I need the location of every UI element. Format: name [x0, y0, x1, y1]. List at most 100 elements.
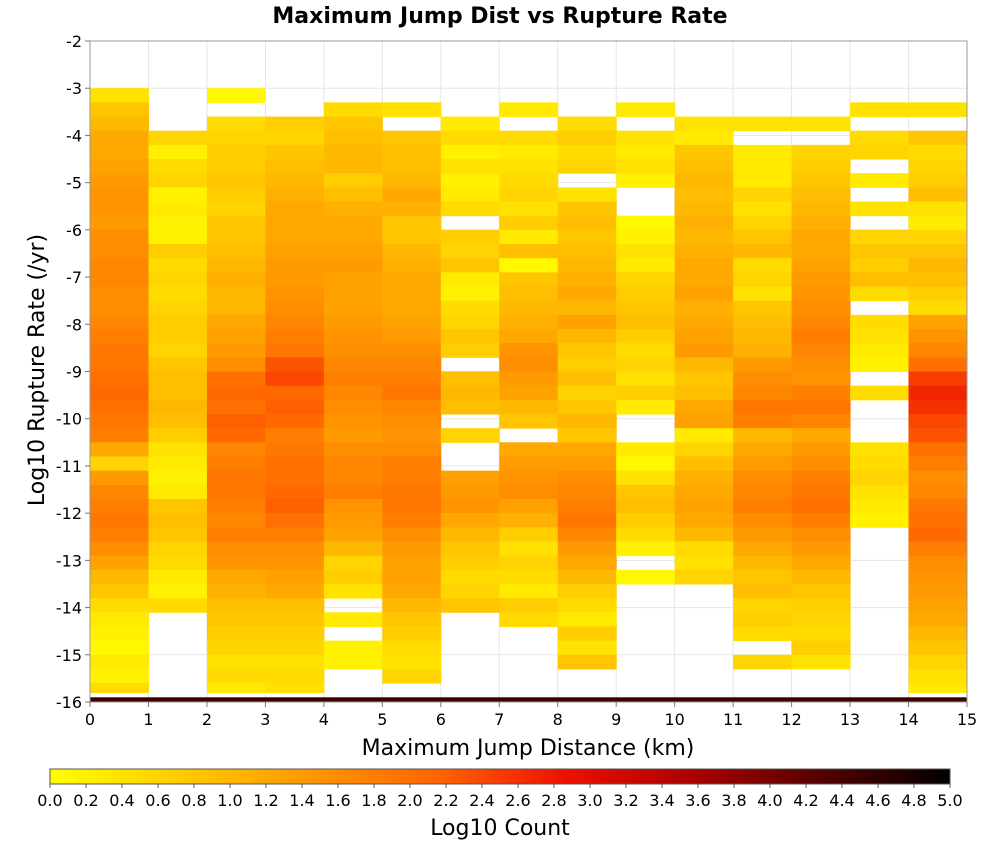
colorbar-tick-label: 1.8 [361, 791, 386, 810]
heatmap-cell [850, 442, 910, 457]
heatmap-cell [440, 187, 500, 203]
heatmap-cell [206, 314, 266, 330]
heatmap-cell [499, 413, 559, 429]
heatmap-cell [733, 513, 793, 528]
heatmap-cell [850, 470, 910, 486]
heatmap-cell [674, 541, 734, 557]
heatmap-cell [382, 583, 442, 599]
colorbar-tick-label: 5.0 [937, 791, 962, 810]
colorbar-tick-label: 3.8 [721, 791, 746, 810]
heatmap-cell [90, 555, 149, 571]
heatmap-cell [499, 470, 559, 486]
heatmap-cell [499, 173, 559, 188]
heatmap-cell [440, 300, 500, 316]
heatmap-cell [440, 527, 500, 542]
heatmap-cell [850, 229, 910, 245]
heatmap-cell [148, 498, 208, 514]
heatmap-cell [90, 470, 149, 486]
heatmap-cell [90, 640, 149, 656]
heatmap-cell [674, 130, 734, 146]
heatmap-cell [206, 130, 266, 146]
heatmap-cell [148, 314, 208, 330]
heatmap-cell [674, 484, 734, 500]
heatmap-cell [791, 413, 851, 429]
heatmap-cell [90, 244, 149, 259]
x-tick-label: 15 [957, 710, 977, 729]
heatmap-cell [382, 626, 442, 642]
heatmap-cell [323, 442, 383, 457]
y-tick-label: -10 [56, 410, 82, 429]
heatmap-cell [323, 640, 383, 656]
heatmap-cell [557, 541, 617, 557]
heatmap-cell [850, 314, 910, 330]
heatmap-cell [148, 229, 208, 245]
heatmap-cell [616, 357, 676, 372]
heatmap-cell [733, 229, 793, 245]
heatmap-cell [674, 357, 734, 372]
heatmap-cell [616, 371, 676, 387]
heatmap-cell [440, 428, 500, 443]
heatmap-cell [557, 286, 617, 302]
heatmap-cell [206, 357, 266, 372]
heatmap-cell [148, 173, 208, 188]
colorbar-tick-label: 4.6 [865, 791, 890, 810]
colorbar-tick-label: 0.0 [37, 791, 62, 810]
heatmap-cell [557, 513, 617, 528]
heatmap-cell [382, 413, 442, 429]
heatmap-cell [674, 272, 734, 288]
heatmap-cell [323, 413, 383, 429]
heatmap-cell [90, 626, 149, 642]
heatmap-cell [791, 470, 851, 486]
heatmap-cell [382, 498, 442, 514]
heatmap-cell [557, 654, 617, 670]
heatmap-cell [674, 329, 734, 344]
heatmap-cell [499, 272, 559, 288]
heatmap-cell [206, 329, 266, 344]
heatmap-cell [323, 130, 383, 146]
colorbar-tick-label: 2.4 [469, 791, 494, 810]
heatmap-cell [148, 300, 208, 316]
heatmap-cell [148, 144, 208, 160]
heatmap-cell [265, 314, 325, 330]
heatmap-cell [557, 413, 617, 429]
heatmap-cell [791, 541, 851, 557]
heatmap-cell [323, 300, 383, 316]
heatmap-cell [382, 668, 442, 684]
heatmap-cell [908, 130, 968, 146]
y-tick-label: -3 [66, 79, 82, 98]
heatmap-cell [265, 343, 325, 358]
heatmap-cell [440, 286, 500, 302]
heatmap-cell [148, 215, 208, 231]
heatmap-cell [206, 640, 266, 656]
heatmap-cell [148, 583, 208, 599]
heatmap-cell [206, 569, 266, 585]
y-tick-label: -11 [56, 457, 82, 476]
heatmap-cell [206, 187, 266, 203]
heatmap-cell [791, 144, 851, 160]
heatmap-cell [440, 130, 500, 146]
heatmap-cell [557, 428, 617, 443]
heatmap-cell [382, 215, 442, 231]
heatmap-cell [674, 215, 734, 231]
heatmap-cell [265, 428, 325, 443]
heatmap-cell [265, 399, 325, 415]
heatmap-cell [499, 130, 559, 146]
colorbar-tick-label: 0.6 [145, 791, 170, 810]
heatmap-cell [323, 513, 383, 528]
heatmap-cell [440, 343, 500, 358]
heatmap-cell [616, 159, 676, 174]
heatmap-cell [90, 314, 149, 330]
heatmap-cell [206, 300, 266, 316]
heatmap-cell [791, 399, 851, 415]
y-tick-label: -13 [56, 551, 82, 570]
heatmap-cell [791, 258, 851, 273]
heatmap-cell [90, 102, 149, 118]
heatmap-cell [908, 498, 968, 514]
colorbar-tick-label: 2.0 [397, 791, 422, 810]
heatmap-cell [791, 583, 851, 599]
heatmap-cell [323, 272, 383, 288]
heatmap-cell [90, 598, 149, 613]
heatmap-cell [908, 484, 968, 500]
heatmap-cell [616, 569, 676, 585]
